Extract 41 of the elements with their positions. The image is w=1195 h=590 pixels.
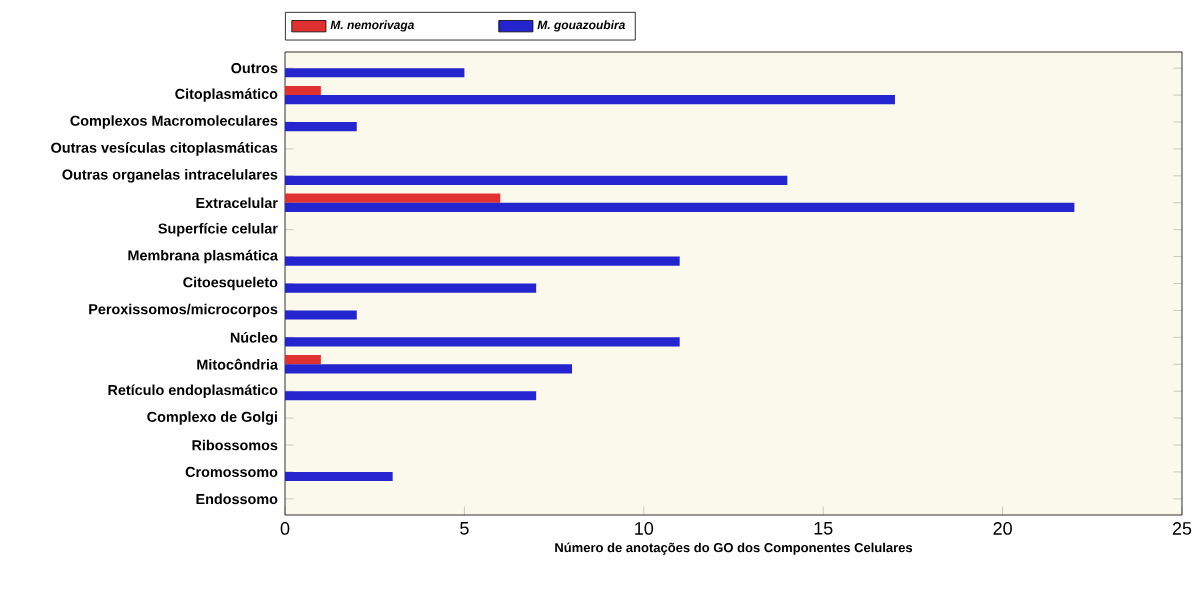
bar	[285, 121, 357, 132]
y-tick-label: Extracelular	[196, 197, 278, 209]
bar	[285, 283, 537, 293]
y-tick-label: Ribossomos	[192, 439, 278, 451]
bar	[285, 364, 573, 374]
y-tick-label: Membrana plasmática	[128, 249, 278, 264]
y-tick-label: Complexos Macromoleculares	[70, 115, 278, 129]
bar	[285, 310, 357, 320]
bar	[285, 355, 321, 365]
y-tick-label: Outras organelas intracelulares	[62, 169, 278, 183]
bar	[285, 95, 895, 105]
x-tick-label: 10	[635, 522, 654, 535]
y-tick-label: Complexo de Golgi	[147, 411, 277, 425]
x-axis-title: Número de anotações do GO dos Componentes Celulares	[555, 542, 913, 555]
bar	[285, 175, 788, 185]
bar	[285, 256, 680, 266]
bar	[285, 85, 321, 96]
bar	[285, 337, 680, 347]
x-tick-label: 15	[814, 522, 833, 535]
y-tick-label: Citoplasmático	[175, 88, 278, 102]
bar	[285, 68, 465, 78]
legend-label: M. nemorivaga	[330, 20, 415, 32]
y-tick-label: Outros	[231, 63, 278, 74]
y-tick-label: Retículo endoplasmático	[108, 384, 278, 398]
bar	[285, 193, 501, 203]
bar	[285, 202, 1075, 212]
x-tick-label: 5	[460, 522, 469, 535]
bar	[285, 391, 537, 401]
x-tick-label: 20	[993, 522, 1012, 535]
y-tick-label: Citoesqueleto	[183, 276, 278, 291]
legend-label: M. gouazoubira	[537, 20, 625, 32]
y-tick-label: Peroxissomos/microcorpos	[89, 303, 278, 318]
y-tick-label: Mitocôndria	[197, 358, 279, 370]
y-tick-label: Endossomo	[196, 493, 278, 505]
x-tick-label: 25	[1172, 522, 1192, 535]
y-tick-label: Núcleo	[230, 331, 278, 343]
y-tick-label: Outras vesículas citoplasmáticas	[51, 142, 278, 156]
x-tick-label: 0	[280, 522, 290, 535]
y-tick-label: Cromossomo	[185, 466, 278, 478]
bar	[285, 471, 393, 482]
y-tick-label: Superfície celular	[158, 222, 278, 237]
